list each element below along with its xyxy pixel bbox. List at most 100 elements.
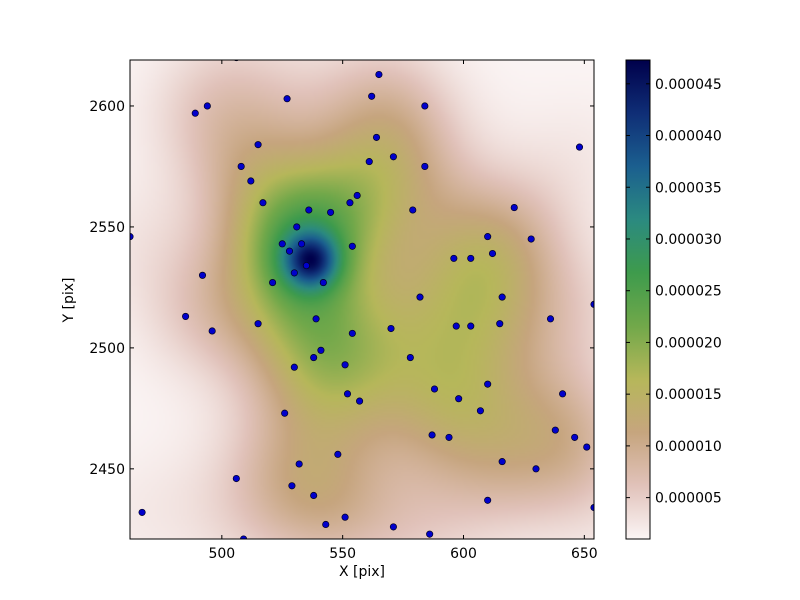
- y-tick-label: 2550: [89, 220, 125, 236]
- scatter-point: [283, 95, 291, 103]
- scatter-point: [312, 315, 320, 323]
- scatter-point: [290, 363, 298, 371]
- colorbar-tick-label: 0.000045: [655, 77, 722, 93]
- scatter-point: [341, 513, 349, 521]
- scatter-point: [571, 433, 579, 441]
- scatter-point: [406, 354, 414, 362]
- colorbar-tick-label: 0.000025: [655, 284, 722, 300]
- colorbar: 0.000005 0.000010 0.000015 0.000020 0.000025…: [625, 59, 722, 540]
- colorbar-tick-label: 0.000005: [655, 491, 722, 507]
- x-axis-ticks: 500 550 600 650: [208, 60, 598, 562]
- colorbar-frame: [625, 59, 651, 540]
- scatter-point: [476, 407, 484, 415]
- scatter-point: [247, 177, 255, 185]
- scatter-point: [208, 327, 216, 335]
- scatter-point: [452, 322, 460, 330]
- scatter-point: [348, 242, 356, 250]
- scatter-point: [387, 324, 395, 333]
- y-tick-label: 2600: [89, 99, 125, 115]
- scatter-point: [203, 102, 211, 110]
- scatter-point: [295, 460, 303, 468]
- scatter-point: [298, 240, 306, 248]
- colorbar-tick-label: 0.000010: [655, 439, 722, 455]
- scatter-point: [319, 279, 327, 287]
- colorbar-ticks: 0.000005 0.000010 0.000015 0.000020 0.000025…: [626, 77, 722, 507]
- scatter-point: [341, 361, 349, 369]
- scatter-point: [484, 233, 492, 241]
- colorbar-tick-label: 0.000035: [655, 180, 722, 196]
- scatter-point: [467, 322, 475, 330]
- scatter-point: [467, 254, 475, 262]
- scatter-point: [353, 191, 361, 200]
- scatter-point: [290, 269, 298, 277]
- scatter-point: [182, 312, 190, 320]
- scatter-point: [426, 530, 434, 538]
- scatter-point: [317, 346, 325, 354]
- plot-area: 500 550 600 650 2450 2500 2550 2600: [89, 59, 598, 562]
- x-tick-label: 550: [329, 546, 356, 562]
- y-axis-ticks: 2450 2500 2550 2600: [89, 99, 594, 478]
- scatter-point: [445, 433, 453, 441]
- scatter-point: [310, 354, 318, 362]
- scatter-point: [343, 390, 352, 398]
- scatter-point: [527, 235, 535, 243]
- scatter-point: [389, 153, 397, 161]
- scatter-point: [428, 431, 436, 439]
- scatter-point: [348, 329, 356, 337]
- scatter-point: [416, 293, 424, 301]
- plot-frame: [129, 59, 595, 540]
- scatter-point: [559, 390, 567, 398]
- scatter-point: [484, 380, 492, 388]
- scatter-point: [455, 395, 463, 403]
- scatter-point: [498, 293, 506, 301]
- scatter-point: [278, 240, 286, 248]
- scatter-point: [302, 262, 310, 270]
- y-tick-label: 2500: [89, 341, 125, 357]
- scatter-point: [237, 162, 245, 170]
- scatter-point: [575, 143, 584, 151]
- scatter-point: [450, 254, 458, 262]
- scatter-point: [285, 247, 294, 255]
- colorbar-tick-label: 0.000020: [655, 335, 722, 351]
- scatter-point: [368, 92, 376, 100]
- scatter-point: [546, 315, 555, 323]
- scatter-point: [551, 426, 559, 434]
- x-tick-label: 600: [450, 546, 477, 562]
- scatter-point: [375, 70, 383, 79]
- scatter-point: [583, 443, 591, 451]
- scatter-point: [346, 199, 354, 207]
- colorbar-tick-label: 0.000030: [655, 232, 722, 248]
- scatter-point: [191, 109, 199, 117]
- scatter-point: [254, 320, 262, 328]
- scatter-point: [421, 102, 429, 110]
- y-axis-label: Y [pix]: [61, 278, 77, 324]
- scatter-point: [421, 162, 429, 170]
- scatter-point: [365, 158, 373, 166]
- colorbar-tick-label: 0.000015: [655, 387, 722, 403]
- scatter-point: [389, 523, 397, 531]
- x-axis-label: X [pix]: [339, 564, 385, 580]
- scatter-point: [488, 249, 497, 258]
- scatter-point: [409, 206, 417, 214]
- scatter-point: [532, 465, 540, 473]
- scatter-point: [430, 385, 439, 393]
- scatter-point: [288, 482, 296, 490]
- scatter-point: [259, 199, 267, 207]
- scatter-point: [198, 271, 207, 279]
- scatter-point: [281, 409, 289, 417]
- scatter-point: [496, 320, 504, 328]
- scatter-point: [232, 474, 240, 483]
- scatter-point: [327, 208, 335, 216]
- y-tick-label: 2450: [89, 462, 125, 478]
- scatter-point: [322, 520, 330, 529]
- x-tick-label: 500: [208, 546, 235, 562]
- scatter-point: [269, 279, 277, 287]
- scatter-point: [356, 397, 364, 405]
- scatter-point: [310, 491, 318, 500]
- scatter-point: [510, 204, 518, 212]
- scatter-points: [130, 60, 594, 539]
- colorbar-gradient: [626, 60, 650, 539]
- scatter-point: [138, 508, 146, 516]
- scatter-point: [334, 450, 342, 458]
